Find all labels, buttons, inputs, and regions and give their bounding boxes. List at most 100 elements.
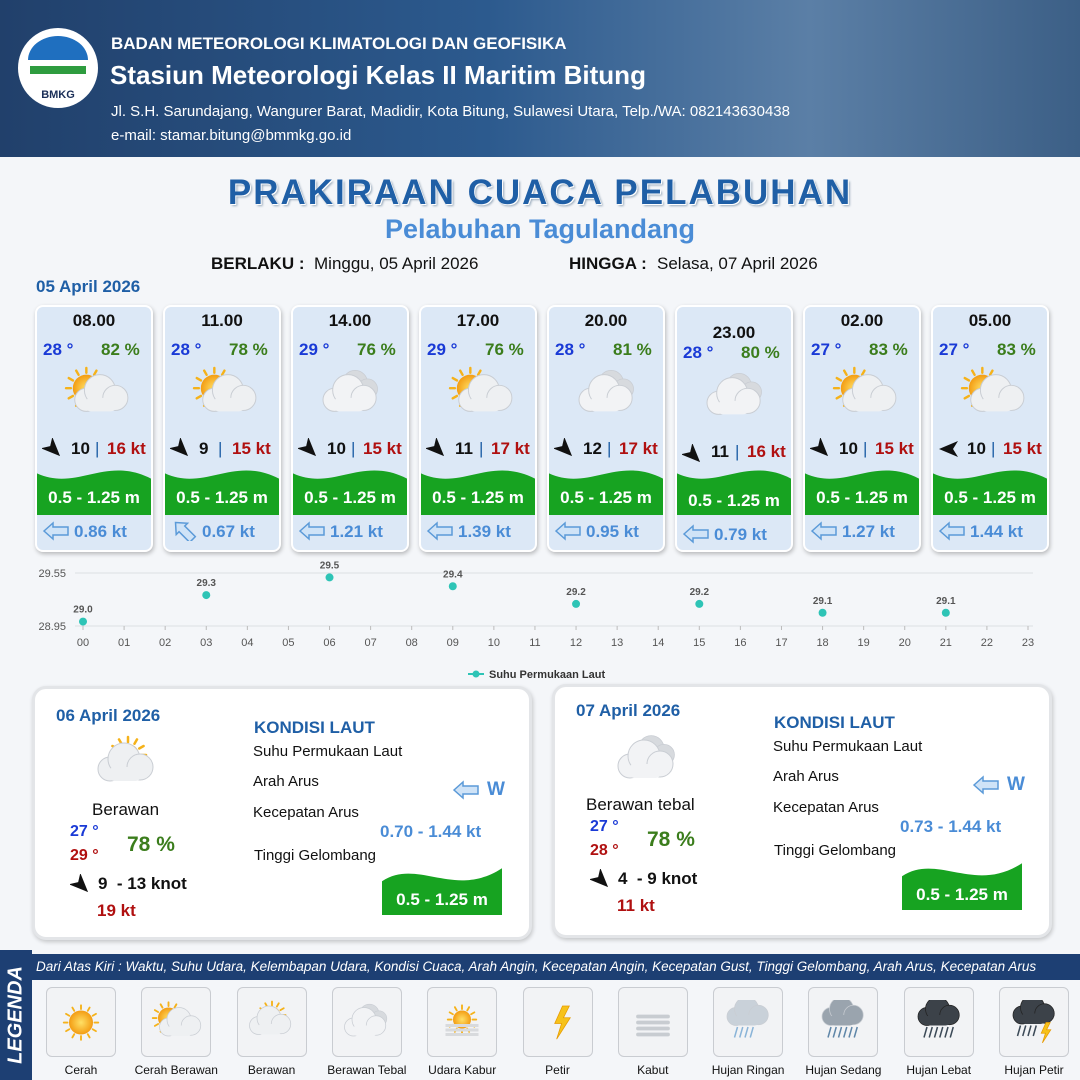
data-label: 29.3 [197,578,217,589]
wind-arrow [42,438,61,457]
valid-from-label: BERLAKU : [211,254,305,273]
current-direction [972,775,999,795]
legend-label: Petir [545,1063,570,1077]
wind-direction [42,438,61,457]
rain-drop [838,1026,843,1038]
weather-icon [344,1003,387,1037]
sun-ray [67,394,75,400]
data-label: 29.2 [690,587,710,598]
outlook-date: 06 April 2026 [56,706,161,725]
icon-group [822,1000,865,1038]
cloud [344,1007,387,1037]
sun-ray [458,369,464,377]
cloud-base [734,1015,761,1026]
valid-to-label: HINGGA : [569,254,647,273]
cloud [970,374,1025,412]
sun-ray [470,1011,476,1016]
x-tick-label: 05 [282,637,294,649]
separator: | [351,439,356,458]
humidity: 81 % [613,340,652,359]
sun-ray [466,1006,471,1012]
icon-group [706,373,762,415]
current-arrow [298,521,325,541]
weather-icon [917,1000,960,1038]
rain-drop [744,1026,749,1038]
rain-drop [1022,1025,1027,1037]
rain-drop [938,1026,944,1038]
wind-arrow [810,438,829,457]
current-direction [426,521,453,541]
icon-group [152,1001,202,1037]
legend-label: Suhu Permukaan Laut [489,669,605,681]
x-tick-label: 09 [447,637,459,649]
rain-drop [1032,1025,1037,1037]
wave [382,868,502,915]
sun-ray [279,1007,285,1012]
sun-ray [451,376,459,382]
sun-ray [71,1033,76,1039]
cloud-base [925,1015,951,1026]
sun-ray [842,369,848,377]
cloud [706,377,761,415]
wind-direction [554,438,573,457]
humidity: 78 % [229,340,268,359]
slot-time: 02.00 [840,311,884,330]
x-tick-label: 18 [816,637,828,649]
agency-name: BADAN METEOROLOGI KLIMATOLOGI DAN GEOFIS… [111,34,567,53]
cloud-base [351,1025,378,1036]
wave-height: 0.5 - 1.25 m [396,890,488,909]
sun-ray [988,369,994,377]
wave-shape [549,470,663,515]
air-temperature: 28 ° [43,340,74,359]
cloud-base [980,397,1014,412]
wave [37,470,151,515]
rain-drop [739,1026,744,1038]
slot-time: 05.00 [968,311,1012,330]
title: PRAKIRAAN CUACA PELABUHAN [227,173,853,212]
weather-icon [192,366,257,412]
wave-label: Tinggi Gelombang [254,847,377,864]
current-arrow [810,521,837,541]
sun-ray [159,1003,164,1009]
icon-group [917,1000,960,1038]
current-direction [554,521,581,541]
legend-label: Kabut [637,1063,669,1077]
weather-icon [97,735,154,782]
sun-ray [91,1012,97,1017]
x-tick-label: 02 [159,637,171,649]
x-tick-label: 23 [1022,637,1034,649]
current-direction [298,521,325,541]
legend-label: Hujan Petir [1004,1063,1064,1077]
wave [902,863,1022,910]
current-direction [174,521,197,541]
weather-icon [822,1000,865,1038]
cloud [822,1000,865,1026]
direction-label: Arah Arus [773,768,839,785]
rain-drop [853,1026,859,1038]
legend-bar [0,950,32,1080]
cloud-base [852,397,886,412]
y-tick-label: 29.55 [38,568,66,580]
rain-drop [1016,1025,1022,1037]
wave [165,470,279,515]
icon-group [617,735,675,779]
data-label: 29.1 [936,596,956,607]
air-temperature: 29 ° [299,340,330,359]
rain-drop [848,1026,854,1038]
cloud-base [256,1024,283,1035]
wave [805,470,919,515]
air-temperature: 28 ° [171,340,202,359]
weather-icon [152,1001,202,1037]
rain-drop [843,1026,848,1038]
wind-speed: 10 [839,439,858,458]
direction-label: Arah Arus [253,773,319,790]
current-arrow [938,521,965,541]
gust-speed: 16 kt [747,442,786,461]
weather-icon [62,1004,100,1041]
rain-drop [933,1026,938,1038]
weather-icon [64,366,129,412]
air-temperature: 29 ° [427,340,458,359]
temp-min: 27 ° [70,823,99,840]
weather-icon [322,370,378,412]
data-point [695,599,704,608]
